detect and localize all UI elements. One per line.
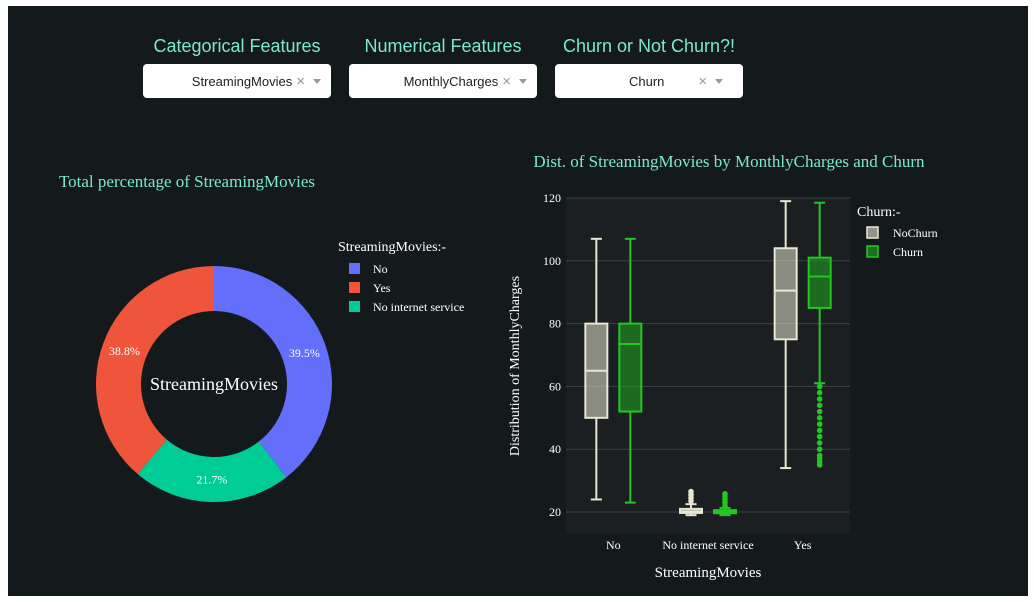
y-tick-label: 100 bbox=[543, 254, 561, 268]
box-nochurn-no bbox=[584, 237, 609, 501]
box-churn-yes bbox=[807, 201, 832, 468]
pie-legend-swatch bbox=[349, 263, 360, 274]
pie-legend-label: No internet service bbox=[373, 300, 464, 314]
pie-legend-title: StreamingMovies:- bbox=[338, 240, 446, 255]
categorical-features-label: Categorical Features bbox=[153, 36, 321, 56]
box-outlier bbox=[816, 383, 823, 390]
y-tick-label: 60 bbox=[549, 379, 561, 393]
box-iqr bbox=[807, 256, 832, 309]
pie-legend-swatch bbox=[349, 301, 360, 312]
box-legend-title: Churn:- bbox=[857, 205, 901, 220]
box-outlier bbox=[816, 389, 823, 396]
clear-icon[interactable]: × bbox=[502, 72, 511, 90]
box-outlier bbox=[816, 421, 823, 427]
y-tick-label: 40 bbox=[549, 442, 561, 456]
categorical-features-value: StreamingMovies bbox=[191, 73, 293, 89]
pie-slice-no bbox=[214, 266, 332, 478]
pie-legend-label: No bbox=[373, 262, 388, 276]
box-outlier bbox=[816, 440, 823, 446]
x-tick-label: No internet service bbox=[662, 538, 753, 552]
box-outlier bbox=[816, 433, 823, 440]
chevron-down-icon[interactable] bbox=[519, 78, 527, 84]
box-outlier bbox=[816, 452, 823, 459]
pie-legend-label: Yes bbox=[373, 281, 391, 295]
churn-control: Churn or Not Churn?! Churn × bbox=[555, 36, 743, 98]
box-outlier bbox=[816, 402, 823, 409]
box-plot-area bbox=[566, 198, 850, 534]
clear-icon[interactable]: × bbox=[296, 72, 305, 90]
box-outlier bbox=[816, 446, 823, 453]
y-tick-label: 120 bbox=[543, 191, 561, 205]
box-outlier bbox=[816, 427, 823, 434]
churn-dropdown[interactable]: Churn × bbox=[555, 64, 743, 98]
pie-legend-swatch bbox=[349, 282, 360, 293]
pie-slice-yes bbox=[95, 266, 214, 474]
box-outlier bbox=[688, 488, 694, 495]
pie-title: Total percentage of StreamingMovies bbox=[59, 172, 315, 191]
churn-label: Churn or Not Churn?! bbox=[562, 36, 736, 56]
pie-center-label: StreamingMovies bbox=[150, 374, 278, 394]
pie-value-label: 39.5% bbox=[289, 346, 320, 360]
pie-value-label: 21.7% bbox=[196, 472, 227, 486]
clear-icon[interactable]: × bbox=[698, 72, 708, 90]
box-outlier bbox=[722, 491, 728, 497]
box-outlier bbox=[816, 396, 823, 402]
box-legend-swatch bbox=[866, 226, 879, 239]
numerical-features-label: Numerical Features bbox=[364, 36, 522, 56]
y-axis-label: Distribution of MonthlyCharges bbox=[508, 276, 523, 456]
chevron-down-icon[interactable] bbox=[715, 78, 724, 84]
box-iqr bbox=[773, 247, 798, 341]
y-tick-label: 20 bbox=[549, 505, 561, 519]
box-legend-label: Churn bbox=[893, 245, 923, 259]
box-outlier bbox=[816, 415, 823, 421]
numerical-features-value: MonthlyCharges bbox=[403, 73, 499, 89]
box-outlier bbox=[816, 408, 823, 415]
box-nochurn-no-internet-service bbox=[679, 488, 703, 517]
x-axis-label: StreamingMovies bbox=[655, 565, 762, 581]
box-churn-no-internet-service bbox=[713, 491, 737, 517]
pie-slice-no-internet-service bbox=[137, 439, 287, 502]
box-legend-label: NoChurn bbox=[893, 226, 938, 240]
numerical-features-control: Numerical Features MonthlyCharges × bbox=[349, 36, 537, 98]
categorical-features-dropdown[interactable]: StreamingMovies × bbox=[143, 64, 331, 98]
y-tick-label: 80 bbox=[549, 317, 561, 331]
churn-value: Churn bbox=[629, 73, 665, 89]
x-tick-label: No bbox=[606, 538, 621, 552]
categorical-features-control: Categorical Features StreamingMovies × bbox=[143, 36, 331, 98]
numerical-features-dropdown[interactable]: MonthlyCharges × bbox=[349, 64, 537, 98]
box-iqr bbox=[618, 322, 643, 413]
x-tick-label: Yes bbox=[794, 538, 812, 552]
box-nochurn-yes bbox=[773, 200, 798, 470]
box-title: Dist. of StreamingMovies by MonthlyCharg… bbox=[533, 152, 925, 171]
box-churn-no bbox=[618, 237, 643, 504]
pie-value-label: 38.8% bbox=[109, 344, 140, 358]
box-legend-swatch bbox=[866, 245, 879, 258]
chevron-down-icon[interactable] bbox=[313, 78, 321, 84]
